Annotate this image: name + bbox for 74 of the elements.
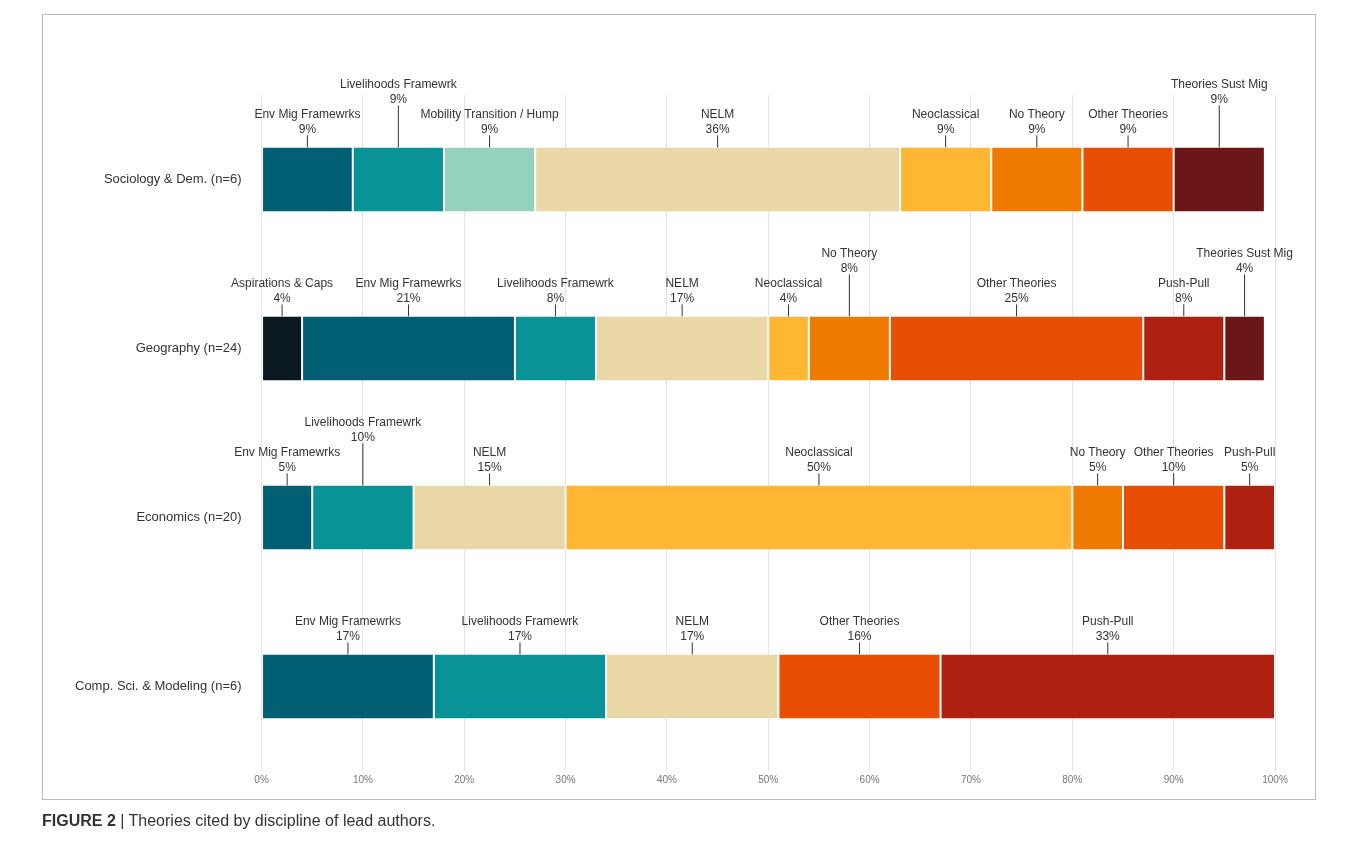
text: Neoclassical [785, 444, 853, 459]
data-label: 10% [350, 429, 376, 444]
text: No Theory [1069, 444, 1126, 459]
text: Livelihoods Framewrk [461, 613, 580, 628]
data-label: 5% [278, 459, 297, 474]
text: Neoclassical [911, 106, 980, 121]
x-tick-label: 20% [454, 773, 475, 785]
text: Livelihoods Framewrk [497, 275, 614, 290]
text: NELM [700, 106, 735, 121]
data-label: 36% [705, 121, 730, 136]
data-label: 25% [1004, 290, 1029, 305]
text: Other Theories [976, 275, 1057, 290]
text: Push-Pull [1082, 613, 1134, 628]
x-tick-label: 90% [1163, 773, 1184, 785]
data-label: 9% [389, 91, 408, 106]
data-label: 21% [396, 290, 421, 305]
text: Push-Pull [1158, 275, 1210, 290]
data-label: 9% [1210, 91, 1229, 106]
data-label: 9% [1119, 121, 1138, 136]
text: Env Mig Framewrks [254, 106, 361, 121]
text: Other Theories [1088, 106, 1168, 121]
data-label: 9% [936, 121, 955, 136]
text: Livelihoods Framewrk [340, 76, 457, 91]
text: NELM [675, 613, 709, 628]
text: Env Mig Framewrks [294, 613, 401, 628]
text: Theories Sust Mig [1196, 245, 1293, 260]
text: Env Mig Framewrks [355, 275, 462, 290]
data-label: 9% [480, 121, 499, 136]
text: NELM [665, 275, 699, 290]
text: Theories Sust Mig [1170, 76, 1268, 91]
text: No Theory [821, 245, 878, 260]
x-tick-label: 60% [859, 773, 880, 785]
x-tick-label: 70% [960, 773, 982, 785]
y-tick-label: Comp. Sci. & Modeling (n=6) [75, 678, 242, 694]
text: Mobility Transition / Hump [420, 106, 559, 121]
data-label: 50% [806, 459, 832, 474]
data-label: 16% [847, 628, 872, 643]
caption: FIGURE 2 | Theories cited by discipline of lead authors. [42, 812, 436, 830]
text: Other Theories [819, 613, 900, 628]
x-tick-label: 30% [555, 773, 576, 785]
text: Livelihoods Framewrk [304, 414, 422, 429]
text: Env Mig Framewrks [234, 444, 341, 459]
y-tick-label: Economics (n=20) [136, 509, 242, 525]
data-label: 17% [680, 628, 705, 643]
text: Aspirations & Caps [231, 275, 334, 290]
x-tick-label: 100% [1262, 773, 1288, 785]
data-label: 17% [335, 628, 361, 643]
x-tick-label: 10% [352, 773, 373, 785]
data-label: 8% [546, 290, 565, 305]
x-tick-label: 80% [1062, 773, 1083, 785]
data-label: 9% [1028, 121, 1046, 136]
text: Neoclassical [754, 275, 823, 290]
y-tick-label: Geography (n=24) [135, 340, 242, 356]
data-label: 8% [840, 260, 859, 275]
data-label: 33% [1095, 628, 1121, 643]
text: Other Theories [1133, 444, 1214, 459]
text: Push-Pull [1223, 444, 1276, 459]
data-label: 4% [273, 290, 292, 305]
data-label: 5% [1088, 459, 1107, 474]
y-tick-label: Sociology & Dem. (n=6) [103, 171, 242, 187]
text: No Theory [1008, 106, 1065, 121]
data-label: 15% [477, 459, 502, 474]
data-label: 10% [1161, 459, 1186, 474]
text: NELM [472, 444, 507, 459]
data-label: 4% [779, 290, 798, 305]
data-label: 4% [1235, 260, 1254, 275]
data-label: 8% [1175, 290, 1193, 305]
data-label: 5% [1240, 459, 1259, 474]
data-label: 9% [298, 121, 317, 136]
data-label: 17% [670, 290, 695, 305]
data-label: 17% [507, 628, 533, 643]
x-tick-label: 40% [656, 773, 678, 785]
x-tick-label: 50% [758, 773, 779, 785]
x-tick-label: 0% [254, 773, 269, 785]
